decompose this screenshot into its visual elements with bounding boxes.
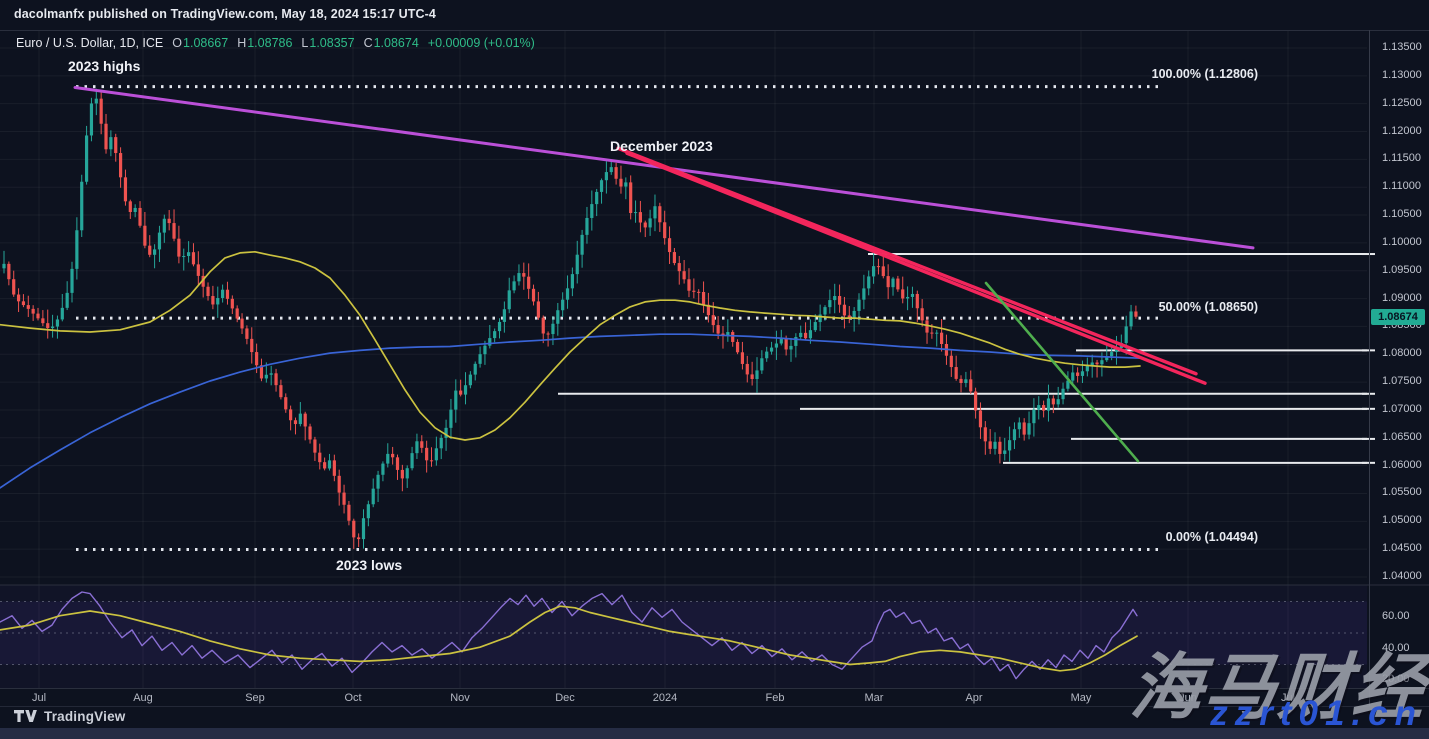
high-label: H xyxy=(237,36,247,50)
low-label: L xyxy=(301,36,309,50)
time-tick-label: Jul xyxy=(1280,692,1296,704)
time-tick-label: Sep xyxy=(245,692,265,704)
time-tick-label: Apr xyxy=(965,692,983,704)
price-tick-label: 1.05000 xyxy=(1382,514,1422,527)
price-tick-label: 1.08000 xyxy=(1382,347,1422,360)
rsi-ma-line xyxy=(0,605,1138,672)
december-trendline-b[interactable] xyxy=(625,151,1207,385)
tradingview-logo-text: TradingView xyxy=(44,709,126,724)
price-tick-label: 1.06500 xyxy=(1382,430,1422,443)
price-axis-border xyxy=(1369,30,1370,706)
price-tick-label: 1.07500 xyxy=(1382,375,1422,388)
time-tick-label: Nov xyxy=(450,692,470,704)
price-tick-label: 1.12000 xyxy=(1382,124,1422,137)
april-trendline-green[interactable] xyxy=(984,281,1140,463)
rsi-tick-label: 40.00 xyxy=(1382,641,1410,654)
bottom-bar xyxy=(0,728,1429,739)
time-tick-label: Feb xyxy=(765,692,785,704)
low-value: 1.08357 xyxy=(309,36,355,50)
price-tick-label: 1.10500 xyxy=(1382,208,1422,221)
fib-label-50: 50.00% (1.08650) xyxy=(1158,300,1258,314)
time-tick-label: 2024 xyxy=(652,692,678,704)
time-tick-label: May xyxy=(1070,692,1092,704)
price-tick-label: 1.05500 xyxy=(1382,486,1422,499)
support-resistance-lines xyxy=(558,253,1375,464)
close-label: C xyxy=(363,36,373,50)
december-trendline-a[interactable] xyxy=(616,146,1198,376)
last-price-badge: 1.08674 xyxy=(1371,308,1425,325)
time-tick-label: Mar xyxy=(864,692,884,704)
price-tick-label: 1.13500 xyxy=(1382,41,1422,53)
close-value: 1.08674 xyxy=(373,36,419,50)
footer-divider xyxy=(0,706,1429,707)
fib-label-0: 0.00% (1.04494) xyxy=(1165,530,1258,544)
price-tick-label: 1.04000 xyxy=(1382,569,1422,582)
price-tick-label: 1.10000 xyxy=(1382,235,1422,248)
publish-attribution: dacolmanfx published on TradingView.com,… xyxy=(14,7,436,21)
price-tick-label: 1.13000 xyxy=(1382,68,1422,81)
symbol-legend: Euro / U.S. Dollar, 1D, ICE O 1.08667 H 1.… xyxy=(16,36,535,50)
topbar-divider xyxy=(0,30,1429,31)
time-tick-label: Jul xyxy=(31,692,47,704)
change-value: +0.00009 (+0.01%) xyxy=(427,36,535,50)
price-tick-label: 1.09000 xyxy=(1382,291,1422,304)
grid xyxy=(0,30,1367,688)
price-tick-label: 1.07000 xyxy=(1382,402,1422,415)
open-value: 1.08667 xyxy=(183,36,229,50)
tradingview-logo[interactable]: TradingView xyxy=(14,709,125,724)
watermark-url: zzrt01.cn xyxy=(1210,694,1423,733)
rsi-tick-label: 60.00 xyxy=(1382,610,1410,623)
annotation-2023-lows: 2023 lows xyxy=(336,557,403,573)
candlestick-series xyxy=(2,88,1138,549)
rsi-tick-label: 20.00 xyxy=(1382,673,1410,686)
time-axis-border xyxy=(0,688,1429,689)
annotation-december-2023: December 2023 xyxy=(610,138,713,154)
tradingview-logo-icon xyxy=(14,710,37,722)
time-tick-label: Dec xyxy=(555,692,575,704)
fib-retracement xyxy=(76,85,1158,551)
price-tick-label: 1.09500 xyxy=(1382,263,1422,276)
sma-slow-blue xyxy=(0,333,1141,489)
price-tick-label: 1.06000 xyxy=(1382,458,1422,471)
time-tick-label: Oct xyxy=(344,692,362,704)
price-tick-label: 1.11000 xyxy=(1382,180,1421,193)
high-value: 1.08786 xyxy=(247,36,293,50)
price-tick-label: 1.11500 xyxy=(1382,152,1421,165)
open-label: O xyxy=(172,36,183,50)
fib-label-100: 100.00% (1.12806) xyxy=(1151,67,1258,81)
symbol-title[interactable]: Euro / U.S. Dollar, 1D, ICE xyxy=(16,36,164,50)
rsi-line xyxy=(0,591,1138,680)
price-tick-label: 1.12500 xyxy=(1382,96,1422,109)
time-tick-label: Jun xyxy=(1179,692,1197,704)
annotation-2023-highs: 2023 highs xyxy=(68,58,141,74)
sma-fast-yellow xyxy=(0,250,1141,441)
price-tick-label: 1.04500 xyxy=(1382,542,1422,555)
time-tick-label: Aug xyxy=(133,692,153,704)
